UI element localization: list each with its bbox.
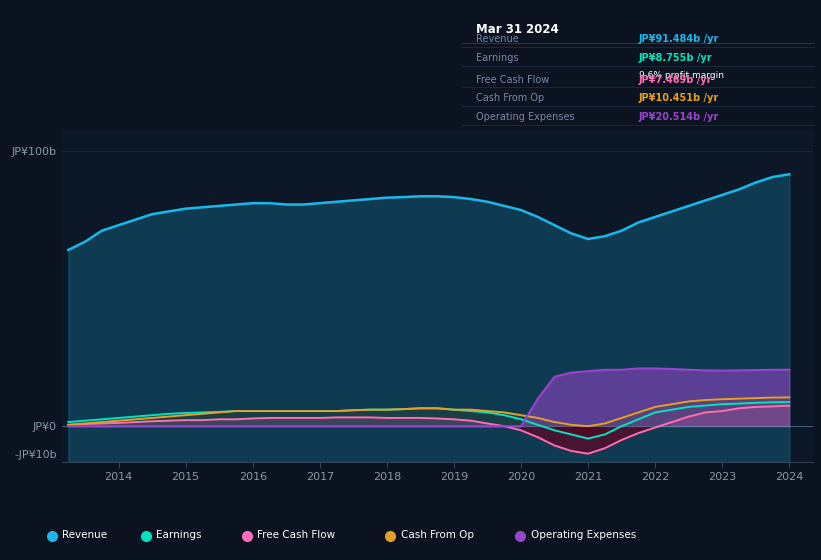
Text: Cash From Op: Cash From Op — [476, 93, 544, 103]
Text: Earnings: Earnings — [156, 530, 202, 540]
Text: Free Cash Flow: Free Cash Flow — [258, 530, 336, 540]
Text: JP¥10.451b /yr: JP¥10.451b /yr — [639, 93, 718, 103]
Text: JP¥91.484b /yr: JP¥91.484b /yr — [639, 34, 719, 44]
Text: JP¥20.514b /yr: JP¥20.514b /yr — [639, 112, 718, 122]
Text: JP¥7.469b /yr: JP¥7.469b /yr — [639, 74, 712, 85]
Text: JP¥8.755b /yr: JP¥8.755b /yr — [639, 53, 712, 63]
Text: Operating Expenses: Operating Expenses — [476, 112, 575, 122]
Text: Earnings: Earnings — [476, 53, 519, 63]
Text: Cash From Op: Cash From Op — [401, 530, 474, 540]
Text: Revenue: Revenue — [476, 34, 519, 44]
Text: Free Cash Flow: Free Cash Flow — [476, 74, 549, 85]
Text: 9.6% profit margin: 9.6% profit margin — [639, 71, 723, 80]
Text: Operating Expenses: Operating Expenses — [530, 530, 635, 540]
Text: Mar 31 2024: Mar 31 2024 — [476, 24, 559, 36]
Text: Revenue: Revenue — [62, 530, 108, 540]
